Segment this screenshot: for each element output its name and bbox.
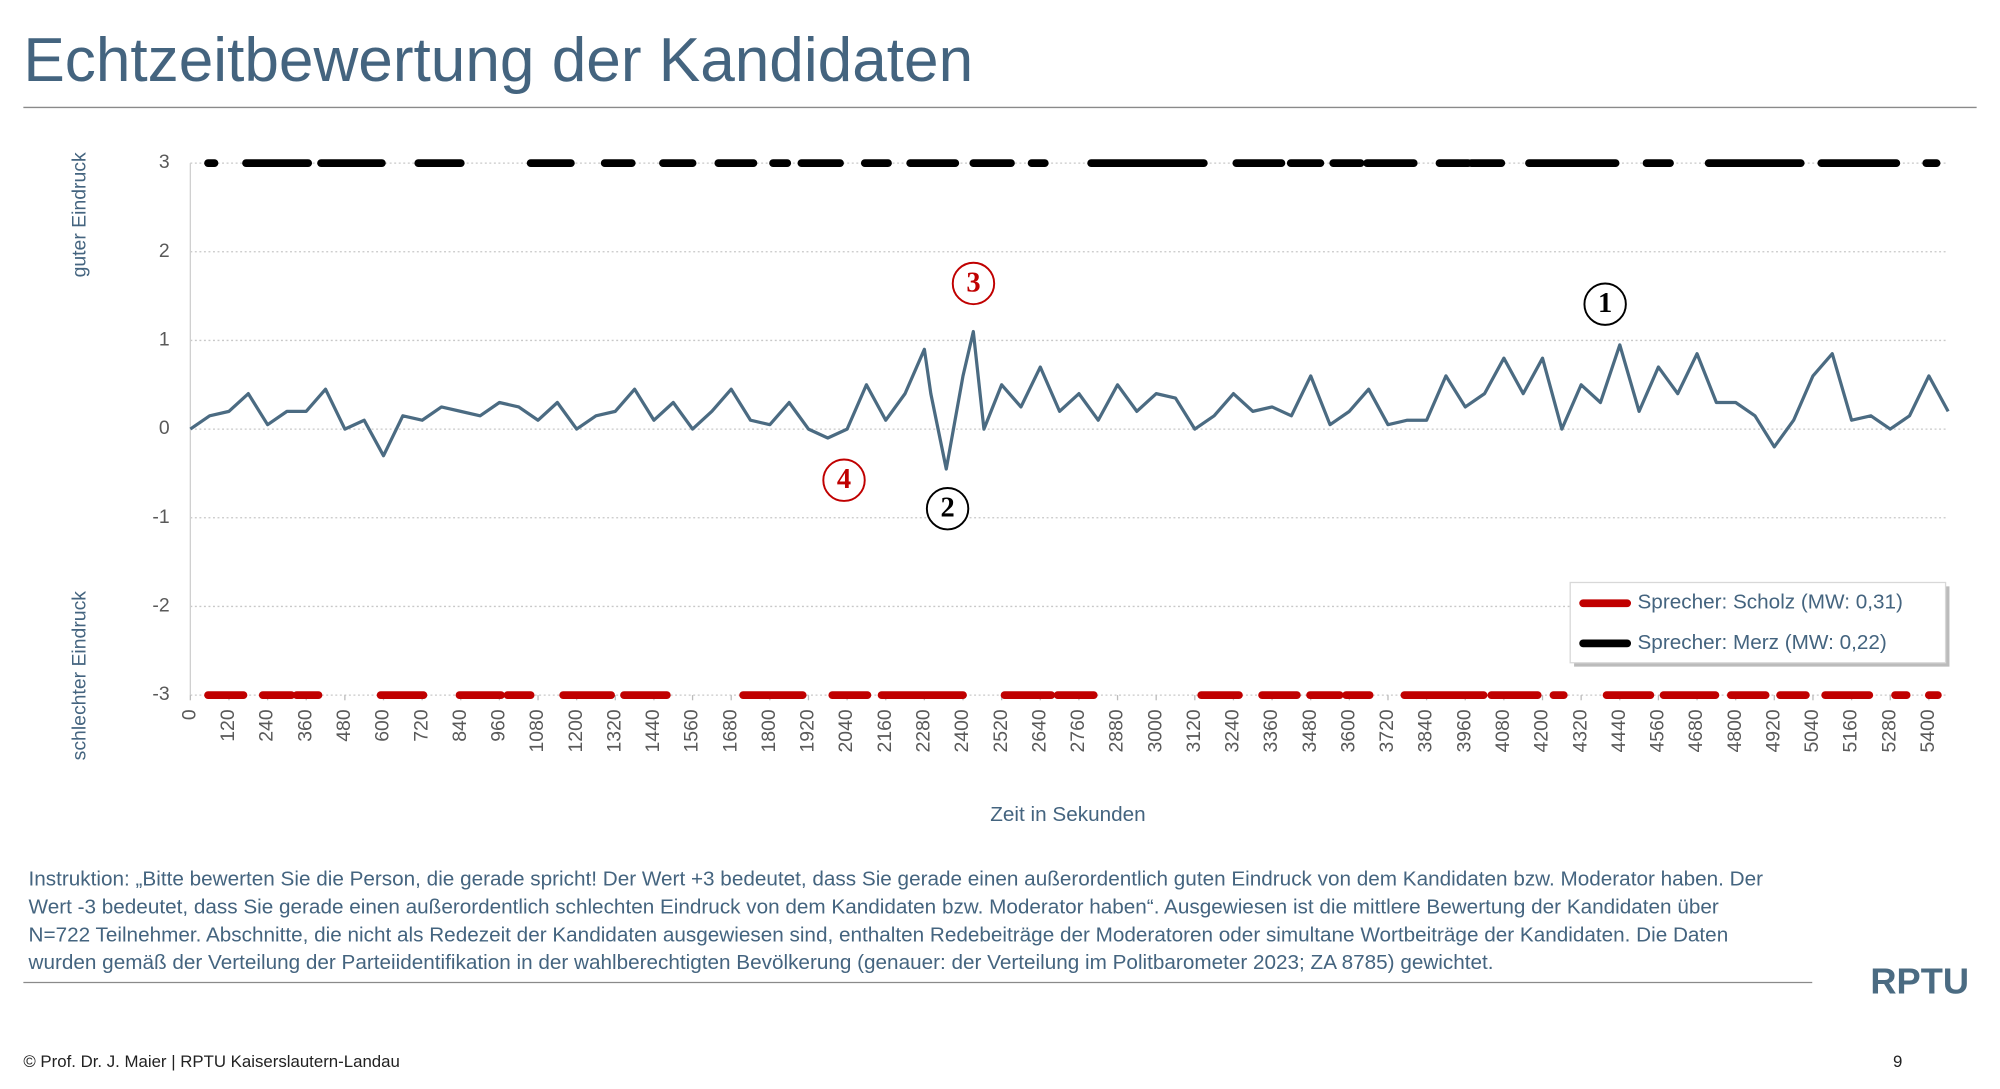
annotation-circle — [822, 458, 866, 502]
x-tick-label: 360 — [294, 709, 316, 742]
page-number: 9 — [1893, 1052, 1902, 1071]
instruction-line: Instruktion: „Bitte bewerten Sie die Per… — [29, 868, 1764, 891]
copyright: © Prof. Dr. J. Maier | RPTU Kaiserslaute… — [23, 1052, 399, 1071]
x-tick-label: 720 — [410, 709, 432, 742]
instruction: Instruktion: „Bitte bewerten Sie die Per… — [28, 868, 1764, 974]
y-tick-label: 3 — [159, 151, 170, 173]
y-tick-label: -3 — [152, 683, 169, 705]
y-tick-label: 1 — [159, 329, 170, 351]
instruction-line: Wert -3 bedeutet, dass Sie gerade einen … — [29, 896, 1719, 919]
x-tick-label: 1680 — [719, 709, 741, 752]
x-tick-label: 4440 — [1608, 709, 1630, 752]
x-tick-label: 2400 — [951, 709, 973, 752]
legend-label: Sprecher: Merz (MW: 0,22) — [1638, 631, 1887, 654]
x-tick-label: 1920 — [797, 709, 819, 752]
x-tick-label: 5160 — [1840, 709, 1862, 752]
x-tick-label: 1800 — [758, 709, 780, 752]
x-tick-label: 0 — [178, 709, 200, 720]
x-tick-label: 4200 — [1531, 709, 1553, 752]
x-tick-label: 4800 — [1724, 709, 1746, 752]
x-tick-label: 120 — [217, 709, 239, 742]
x-tick-label: 3000 — [1144, 709, 1166, 752]
annotation-circle — [925, 487, 970, 531]
x-tick-label: 840 — [449, 709, 471, 742]
rating-line — [189, 329, 1950, 471]
x-tick-label: 3360 — [1260, 709, 1282, 752]
x-tick-label: 2040 — [835, 709, 857, 752]
x-axis-title: Zeit in Sekunden — [990, 803, 1145, 826]
x-tick-label: 1200 — [565, 709, 587, 752]
y-tick-label: 0 — [159, 417, 170, 439]
annotation-label: 4 — [837, 464, 851, 495]
annotation-label: 1 — [1598, 288, 1612, 319]
x-tick-label: 1560 — [681, 709, 703, 752]
x-tick-label: 2640 — [1028, 709, 1050, 752]
logo: RPTU — [1870, 960, 1969, 1001]
x-tick-label: 5280 — [1878, 709, 1900, 752]
instruction-line: N=722 Teilnehmer. Abschnitte, die nicht … — [29, 923, 1729, 946]
x-tick-label: 3840 — [1415, 709, 1437, 752]
annotation-circle — [1583, 282, 1627, 326]
x-tick-label: 240 — [256, 709, 278, 742]
x-tick-label: 2880 — [1106, 709, 1128, 752]
x-tick-label: 1440 — [642, 709, 664, 752]
y-tick-label: -1 — [152, 506, 169, 528]
annotation-label: 3 — [966, 267, 980, 298]
x-tick-label: 3600 — [1337, 709, 1359, 752]
x-tick-label: 960 — [488, 709, 510, 742]
legend-box — [1569, 581, 1947, 664]
x-tick-label: 2160 — [874, 709, 896, 752]
y-label-bottom: schlechter Eindruck — [68, 591, 90, 761]
x-tick-label: 4320 — [1569, 709, 1591, 752]
x-tick-label: 3480 — [1299, 709, 1321, 752]
x-tick-label: 2760 — [1067, 709, 1089, 752]
x-tick-label: 3120 — [1183, 709, 1205, 752]
y-tick-label: -2 — [152, 595, 169, 617]
x-tick-label: 3960 — [1453, 709, 1475, 752]
x-tick-label: 4920 — [1762, 709, 1784, 752]
x-tick-label: 600 — [372, 709, 394, 742]
x-tick-label: 3720 — [1376, 709, 1398, 752]
x-tick-label: 480 — [333, 709, 355, 742]
annotation-circle — [951, 261, 996, 306]
x-tick-label: 5400 — [1917, 709, 1939, 752]
x-tick-label: 3240 — [1222, 709, 1244, 752]
x-tick-label: 5040 — [1801, 709, 1823, 752]
x-tick-label: 2520 — [990, 709, 1012, 752]
y-label-top: guter Eindruck — [68, 152, 90, 277]
x-tick-label: 4680 — [1685, 709, 1707, 752]
x-tick-label: 1320 — [603, 709, 625, 752]
x-tick-label: 4560 — [1647, 709, 1669, 752]
annotation-label: 2 — [940, 493, 954, 524]
legend-label: Sprecher: Scholz (MW: 0,31) — [1638, 591, 1903, 614]
x-tick-label: 1080 — [526, 709, 548, 752]
y-tick-label: 2 — [159, 240, 170, 262]
x-tick-label: 4080 — [1492, 709, 1514, 752]
title: Echtzeitbewertung der Kandidaten — [23, 26, 973, 95]
x-tick-label: 2280 — [913, 709, 935, 752]
instruction-line: wurden gemäß der Verteilung der Parteiid… — [28, 951, 1494, 974]
